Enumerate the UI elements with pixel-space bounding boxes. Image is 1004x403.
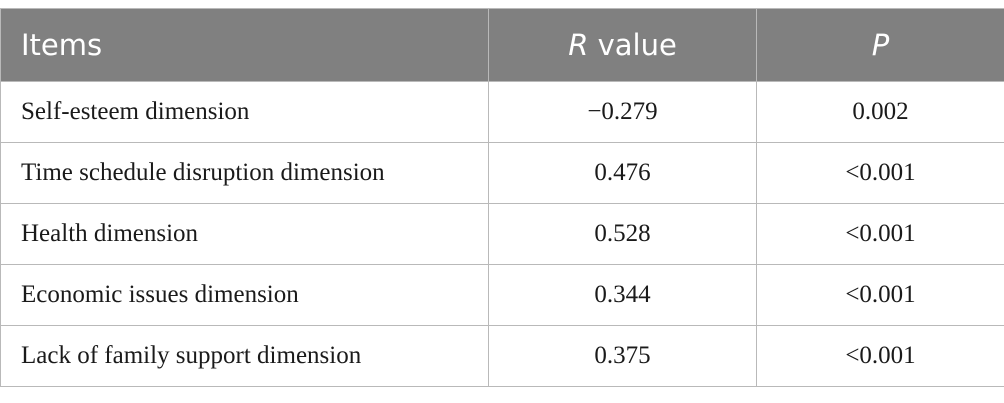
table-body: Self-esteem dimension −0.279 0.002 Time … [0, 81, 1004, 387]
correlation-table-container: Items R value P Self-esteem dimension −0… [0, 8, 1004, 387]
correlation-table: Items R value P Self-esteem dimension −0… [0, 8, 1004, 387]
header-p: P [756, 8, 1004, 82]
row-r-value: 0.476 [488, 142, 757, 204]
row-item: Economic issues dimension [0, 264, 489, 326]
table-row: Time schedule disruption dimension 0.476… [0, 142, 1004, 204]
header-row: Items R value P [0, 8, 1004, 82]
row-r-value: 0.344 [488, 264, 757, 326]
row-item: Lack of family support dimension [0, 325, 489, 387]
row-item: Self-esteem dimension [0, 81, 489, 143]
row-r-value: 0.528 [488, 203, 757, 265]
row-r-value: 0.375 [488, 325, 757, 387]
row-p-value: <0.001 [756, 264, 1004, 326]
row-item: Time schedule disruption dimension [0, 142, 489, 204]
row-p-value: 0.002 [756, 81, 1004, 143]
row-r-value: −0.279 [488, 81, 757, 143]
table-row: Health dimension 0.528 <0.001 [0, 203, 1004, 265]
row-item: Health dimension [0, 203, 489, 265]
header-items: Items [0, 8, 489, 82]
row-p-value: <0.001 [756, 325, 1004, 387]
header-r-value: R value [488, 8, 757, 82]
table-row: Self-esteem dimension −0.279 0.002 [0, 81, 1004, 143]
row-p-value: <0.001 [756, 203, 1004, 265]
header-r-label: value [588, 28, 677, 62]
table-row: Lack of family support dimension 0.375 <… [0, 325, 1004, 387]
table-row: Economic issues dimension 0.344 <0.001 [0, 264, 1004, 326]
header-p-symbol: P [871, 28, 890, 62]
header-r-symbol: R [568, 28, 589, 62]
table-header: Items R value P [0, 8, 1004, 82]
row-p-value: <0.001 [756, 142, 1004, 204]
